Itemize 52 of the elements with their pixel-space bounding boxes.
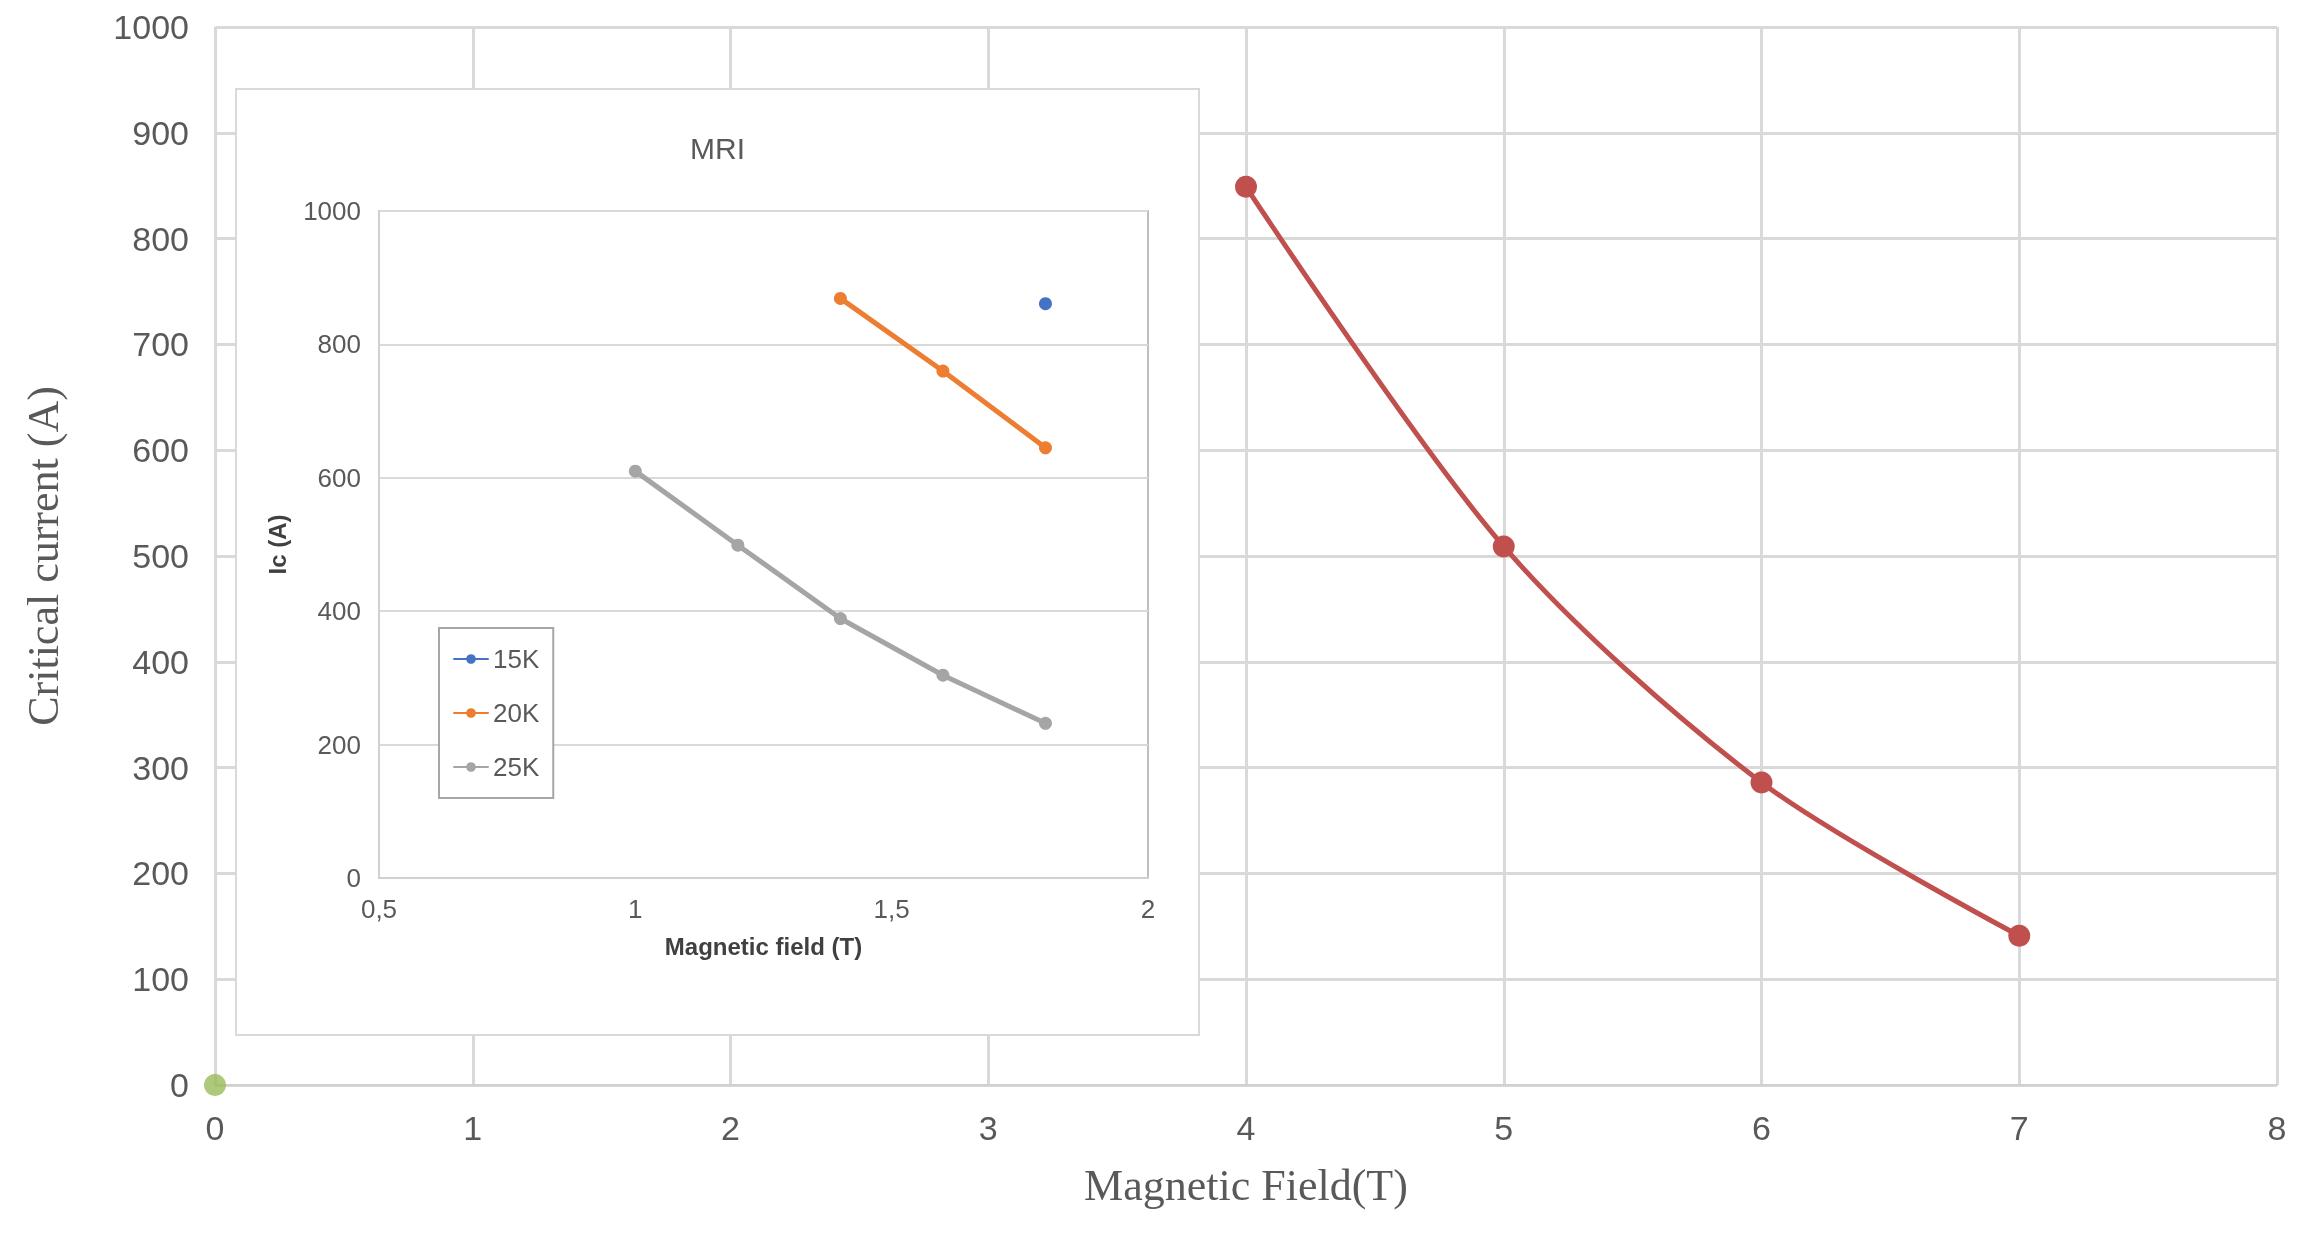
x-tick-label: 3 (978, 1109, 998, 1147)
x-tick-label: 2 (1140, 894, 1156, 924)
y-tick-label: 400 (317, 596, 361, 627)
point (1235, 175, 1257, 198)
x-tick-label: 6 (1752, 1109, 1771, 1147)
point (1492, 535, 1515, 558)
x-tick-label: 0 (205, 1109, 225, 1147)
y-tick-label: 0 (346, 863, 361, 893)
x-axis-title: Magnetic field (T) (664, 932, 863, 960)
point (204, 1074, 226, 1096)
y-tick-label: 900 (132, 113, 189, 152)
legend-label: 20K (493, 698, 540, 728)
x-tick-label: 1 (628, 894, 643, 924)
x-tick-label: 7 (2009, 1109, 2029, 1147)
legend-label: 15K (493, 644, 540, 674)
x-axis-title: Magnetic Field(T) (1084, 1160, 1408, 1210)
point (1038, 297, 1052, 311)
point (628, 464, 642, 478)
y-tick-label: 800 (317, 329, 361, 360)
point (2008, 924, 2031, 947)
y-tick-label: 1000 (113, 8, 189, 46)
x-tick-label: 2 (721, 1109, 740, 1147)
point (1750, 771, 1773, 794)
y-tick-label: 100 (132, 960, 189, 999)
y-tick-label: 1000 (303, 196, 361, 226)
x-tick-label: 1 (463, 1109, 483, 1147)
y-tick-label: 400 (132, 642, 189, 681)
point (731, 538, 745, 552)
y-tick-label: 0 (170, 1066, 189, 1104)
x-tick-label: 8 (2267, 1109, 2287, 1147)
y-tick-label: 200 (317, 729, 361, 760)
point (1038, 716, 1052, 730)
y-axis-title: Ic (A) (263, 514, 291, 575)
y-tick-label: 600 (132, 431, 189, 470)
y-tick-label: 800 (132, 219, 189, 258)
x-tick-label: 0,5 (360, 894, 398, 924)
y-tick-label: 600 (317, 462, 361, 493)
point (833, 291, 847, 305)
point (833, 612, 847, 626)
x-tick-label: 1,5 (873, 894, 910, 924)
y-tick-label: 500 (132, 537, 189, 575)
y-axis-title: Critical current (A) (18, 386, 68, 726)
y-tick-label: 700 (132, 325, 189, 364)
point (1038, 441, 1052, 455)
y-tick-label: 200 (132, 854, 189, 893)
y-tick-label: 300 (132, 748, 189, 787)
chart-title: MRI (690, 131, 745, 165)
point (936, 668, 950, 682)
x-tick-label: 4 (1236, 1109, 1256, 1147)
point (936, 364, 950, 378)
legend-label: 25K (493, 752, 540, 782)
x-tick-label: 5 (1494, 1109, 1514, 1147)
